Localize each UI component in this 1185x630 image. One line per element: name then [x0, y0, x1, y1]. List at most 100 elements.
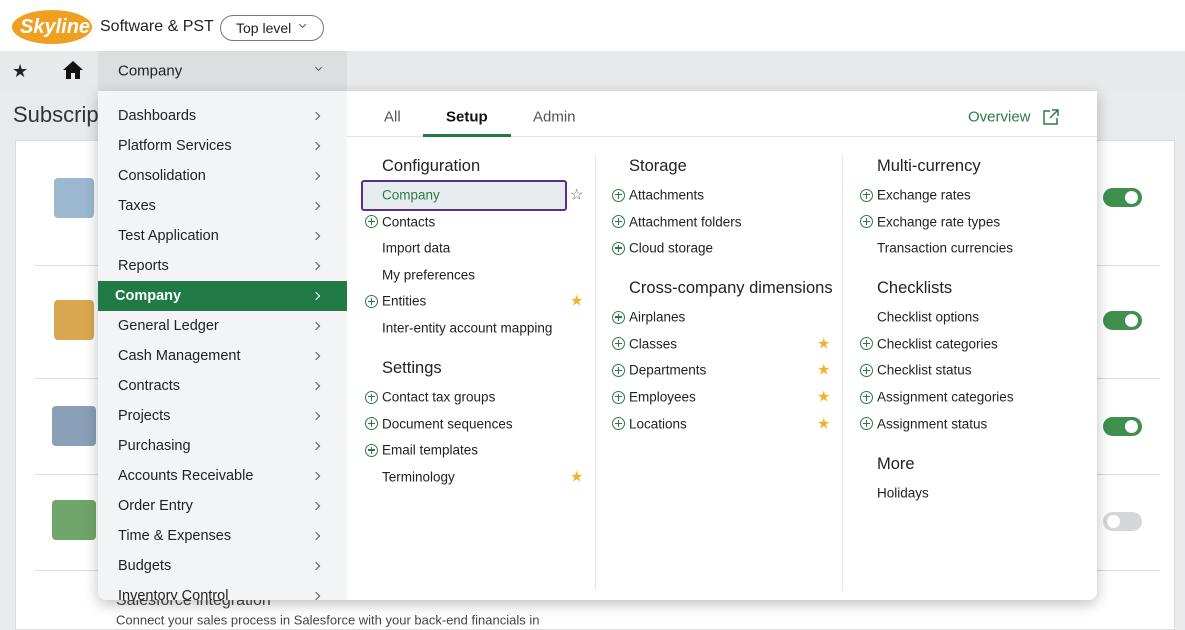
section-title: Checklists [877, 278, 953, 297]
menu-item[interactable]: Locations [629, 415, 687, 431]
toggle[interactable] [1103, 417, 1142, 436]
sidebar-chevron [311, 471, 321, 481]
add-icon[interactable] [612, 188, 625, 202]
menu-item[interactable]: Terminology [382, 469, 455, 485]
menu-item[interactable]: Exchange rates [877, 187, 971, 203]
tab[interactable]: Admin [533, 108, 576, 126]
add-icon[interactable] [860, 337, 873, 351]
toggle[interactable] [1103, 188, 1142, 207]
menu-item[interactable]: Checklist options [877, 309, 980, 325]
menu-item[interactable]: Checklist categories [877, 336, 998, 352]
menu-item[interactable]: Departments [629, 362, 707, 378]
external-link-icon[interactable] [1042, 108, 1060, 126]
add-icon[interactable] [860, 417, 873, 431]
sidebar-item[interactable]: Platform Services [118, 137, 232, 154]
toggle[interactable] [1103, 311, 1142, 330]
logo[interactable]: Skyline [20, 16, 91, 38]
section-title: Multi-currency [877, 156, 981, 175]
sidebar-item[interactable]: Contracts [118, 377, 181, 394]
sidebar-item[interactable]: Time & Expenses [118, 527, 232, 544]
add-icon[interactable] [860, 390, 873, 404]
sidebar-chevron [311, 141, 321, 151]
app-icon [52, 406, 96, 446]
menu-item[interactable]: Attachments [629, 187, 705, 203]
sidebar-chevron [311, 171, 321, 181]
sidebar-item[interactable]: Reports [118, 257, 169, 274]
sidebar-item[interactable]: Consolidation [118, 167, 206, 184]
favorite-star[interactable]: ★ [570, 468, 584, 486]
favorite-star[interactable]: ★ [817, 361, 831, 379]
sidebar: Dashboards Platform Services Consolidation… [98, 91, 347, 600]
add-icon[interactable] [365, 215, 378, 229]
sidebar-item[interactable]: Test Application [118, 227, 219, 244]
add-icon[interactable] [612, 390, 625, 404]
add-icon[interactable] [612, 363, 625, 377]
add-icon[interactable] [612, 337, 625, 351]
add-icon[interactable] [612, 241, 625, 255]
overview-link[interactable]: Overview [968, 108, 1031, 126]
menu-item[interactable]: Airplanes [629, 309, 686, 325]
sidebar-item[interactable]: Purchasing [118, 437, 191, 454]
menu-item[interactable]: Transaction currencies [877, 240, 1014, 256]
sidebar-item[interactable]: Projects [118, 407, 171, 424]
favorite-star-outline[interactable]: ☆ [570, 186, 584, 204]
favorite-star[interactable]: ★ [817, 335, 831, 353]
logo-badge[interactable] [12, 10, 92, 44]
tab[interactable]: Setup [446, 108, 488, 126]
menu-item[interactable]: Entities [382, 293, 427, 309]
menu-button[interactable] [98, 51, 347, 91]
favorite-star[interactable]: ★ [817, 388, 831, 406]
add-icon[interactable] [365, 390, 378, 404]
sidebar-item[interactable]: General Ledger [118, 317, 219, 334]
favorite-star[interactable]: ★ [570, 292, 584, 310]
menu-item[interactable]: Contact tax groups [382, 389, 496, 405]
home-icon[interactable] [62, 60, 84, 80]
menu-item[interactable]: Checklist status [877, 362, 972, 378]
sidebar-item[interactable]: Taxes [118, 197, 156, 214]
menu-item[interactable]: Email templates [382, 442, 479, 458]
level-label[interactable]: Top level [236, 20, 292, 36]
add-icon[interactable] [860, 188, 873, 202]
sidebar-item[interactable]: Budgets [118, 557, 172, 574]
add-icon[interactable] [860, 215, 873, 229]
menu-item[interactable]: My preferences [382, 267, 476, 283]
sidebar-item[interactable]: Order Entry [118, 497, 193, 514]
sidebar-chevron [311, 321, 321, 331]
menu-item[interactable]: Inter-entity account mapping [382, 320, 553, 336]
menu-item[interactable]: Cloud storage [629, 240, 714, 256]
column-divider [595, 155, 596, 590]
menu-item[interactable]: Classes [629, 336, 678, 352]
menu-item[interactable]: Exchange rate types [877, 213, 1001, 229]
level-selector[interactable] [220, 15, 324, 41]
menu-item[interactable]: Company [382, 187, 440, 203]
sidebar-item[interactable]: Dashboards [118, 107, 197, 124]
menu-item[interactable]: Document sequences [382, 415, 513, 431]
sidebar-item[interactable]: Accounts Receivable [118, 467, 254, 484]
menu-item[interactable]: Employees [629, 389, 696, 405]
add-icon[interactable] [612, 215, 625, 229]
menu-item[interactable]: Import data [382, 240, 451, 256]
sidebar-chevron [311, 591, 321, 600]
add-icon[interactable] [365, 294, 378, 308]
add-icon[interactable] [365, 417, 378, 431]
menu-button-label[interactable]: Company [118, 62, 183, 80]
favorites-icon[interactable]: ★ [12, 61, 29, 81]
sidebar-item[interactable]: Cash Management [118, 347, 241, 364]
favorite-star[interactable]: ★ [817, 415, 831, 433]
add-icon[interactable] [365, 443, 378, 457]
menu-item[interactable]: Holidays [877, 484, 929, 500]
add-icon[interactable] [612, 417, 625, 431]
menu-item[interactable]: Assignment categories [877, 389, 1014, 405]
sidebar-chevron [311, 111, 321, 121]
menu-item[interactable]: Assignment status [877, 415, 988, 431]
add-icon[interactable] [860, 363, 873, 377]
menu-item[interactable]: Attachment folders [629, 213, 742, 229]
sidebar-item[interactable]: Company [115, 287, 182, 304]
sidebar-item[interactable]: Inventory Control [118, 587, 229, 600]
tab[interactable]: All [384, 108, 401, 126]
add-icon[interactable] [612, 310, 625, 324]
company-name: Software & PST [100, 18, 214, 35]
sidebar-chevron [311, 231, 321, 241]
toggle[interactable] [1103, 512, 1142, 531]
menu-item[interactable]: Contacts [382, 213, 436, 229]
